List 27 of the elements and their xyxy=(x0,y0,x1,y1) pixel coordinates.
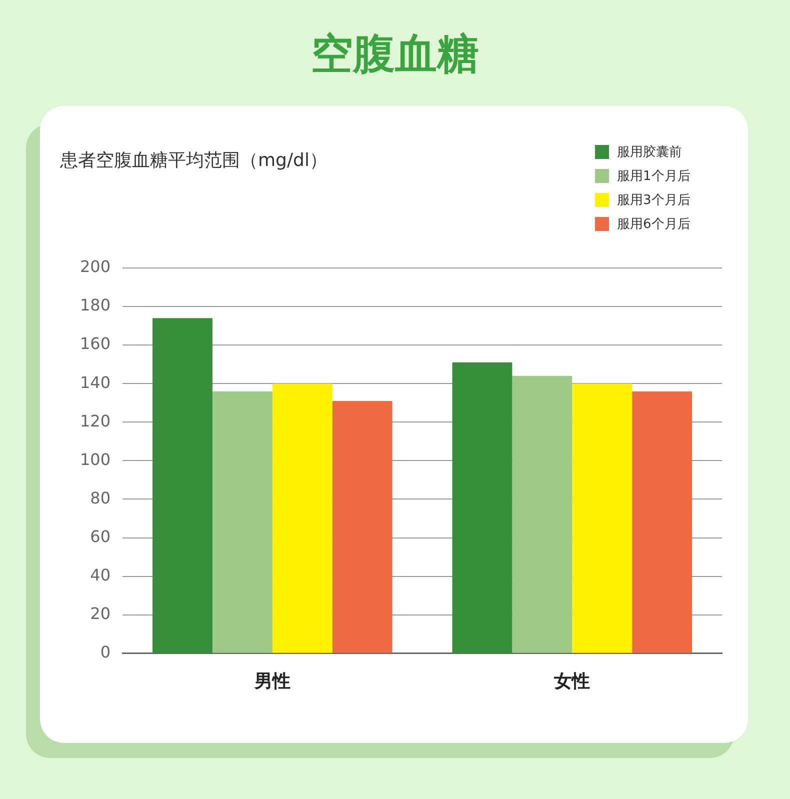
bar xyxy=(632,391,692,653)
y-tick-label: 160 xyxy=(80,334,111,354)
bar xyxy=(152,318,212,653)
legend-label: 服用6个月后 xyxy=(617,216,690,233)
y-tick-label: 120 xyxy=(80,411,111,430)
bar xyxy=(332,400,392,653)
bar xyxy=(452,362,512,653)
y-tick-label: 140 xyxy=(80,372,111,392)
bar xyxy=(512,376,572,653)
y-tick-label: 200 xyxy=(80,257,111,276)
y-tick-label: 40 xyxy=(90,565,111,584)
legend-label: 服用3个月后 xyxy=(617,192,690,209)
bar xyxy=(572,384,632,653)
legend-label: 服用1个月后 xyxy=(617,168,690,185)
chart-title: 空腹血糖 xyxy=(310,28,480,80)
chart-subtitle: 患者空腹血糖平均范围（mg/dl） xyxy=(60,149,328,172)
x-tick-label: 女性 xyxy=(553,670,590,692)
x-tick-label: 男性 xyxy=(253,670,290,692)
y-tick-label: 100 xyxy=(80,450,111,469)
bar xyxy=(212,391,272,653)
legend-label: 服用胶囊前 xyxy=(617,144,682,161)
y-tick-label: 60 xyxy=(90,526,111,546)
y-tick-label: 80 xyxy=(90,488,111,508)
y-tick-label: 20 xyxy=(90,604,111,624)
bar xyxy=(272,384,332,653)
y-tick-label: 180 xyxy=(80,296,111,315)
y-tick-label: 0 xyxy=(100,642,111,662)
